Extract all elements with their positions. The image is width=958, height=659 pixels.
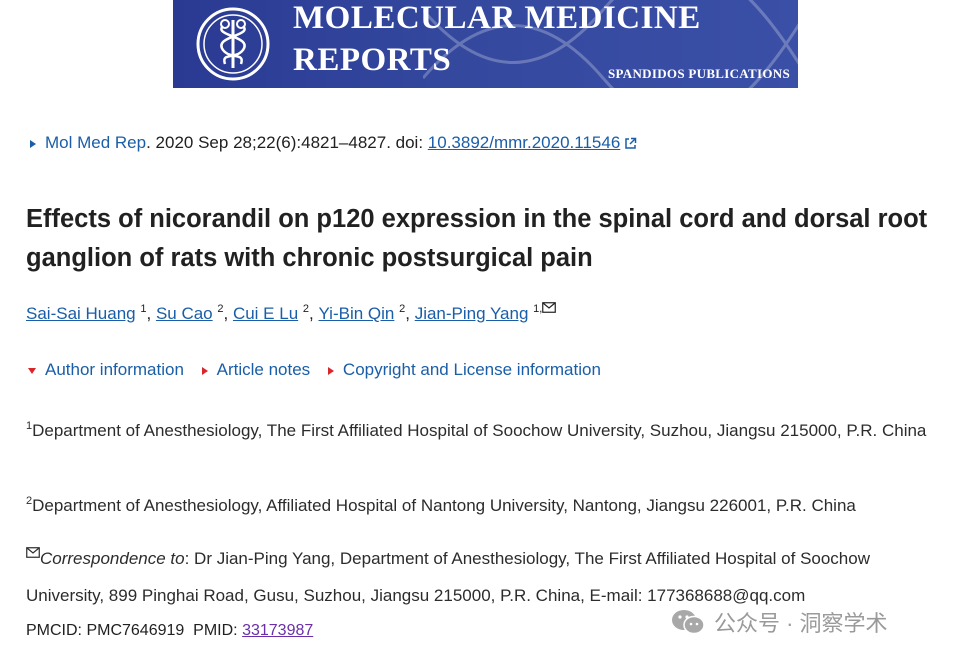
mail-icon[interactable]	[542, 302, 557, 313]
watermark: 公众号 · 洞察学术	[670, 606, 888, 638]
watermark-text: 公众号 · 洞察学术	[714, 611, 888, 636]
affiliation-sup: 2	[26, 495, 33, 507]
journal-link[interactable]: Mol Med Rep	[45, 133, 147, 152]
article-title: Effects of nicorandil on p120 expression…	[26, 205, 928, 272]
wechat-icon	[672, 610, 705, 635]
caret-right-icon	[201, 366, 208, 375]
author-link[interactable]: Jian-Ping Yang	[414, 304, 529, 323]
author-link[interactable]: Sai-Sai Huang	[26, 304, 136, 323]
banner-title-line1: MOLECULAR MEDICINE	[293, 0, 701, 36]
author-information-toggle[interactable]: Author information	[28, 360, 184, 379]
affiliation-text: Department of Anesthesiology, The First …	[32, 421, 927, 440]
citation-line: Mol Med Rep. 2020 Sep 28;22(6):4821–4827…	[30, 133, 637, 153]
journal-banner[interactable]: MOLECULAR MEDICINE REPORTS SPANDIDOS PUB…	[173, 0, 798, 88]
expand-arrow-icon[interactable]	[30, 139, 36, 148]
correspondence-text: : Dr Jian-Ping Yang, Department of Anest…	[26, 549, 870, 605]
doi-link[interactable]: 10.3892/mmr.2020.11546	[427, 133, 621, 152]
affiliation-2: 2Department of Anesthesiology, Affiliate…	[26, 483, 946, 524]
author-affiliation-sup: 2	[302, 303, 310, 315]
article-info-toggles: Author information Article notes Copyrig…	[28, 360, 614, 380]
pmid-link[interactable]: 33173987	[242, 622, 314, 639]
author-link[interactable]: Yi-Bin Qin	[318, 304, 395, 323]
author-affiliation-sup: 1	[140, 303, 147, 315]
caret-right-icon	[327, 366, 334, 375]
author-link[interactable]: Su Cao	[155, 304, 213, 323]
external-link-icon[interactable]	[624, 137, 637, 150]
dna-helix-decoration	[423, 0, 798, 88]
caret-down-icon	[28, 367, 36, 374]
author-affiliation-sup: 2	[217, 303, 224, 315]
author-information-label[interactable]: Author information	[45, 360, 184, 379]
author-list: Sai-Sai Huang 1, Su Cao 2, Cui E Lu 2, Y…	[26, 302, 557, 324]
author-affiliation-sup: 1,	[533, 303, 543, 315]
copyright-label[interactable]: Copyright and License information	[342, 360, 601, 379]
mail-icon	[26, 547, 40, 558]
article-ids: PMCID: PMC7646919 PMID: 33173987	[26, 622, 313, 640]
citation-text: . 2020 Sep 28;22(6):4821–4827. doi:	[146, 133, 428, 152]
copyright-toggle[interactable]: Copyright and License information	[327, 360, 601, 379]
article-notes-label[interactable]: Article notes	[216, 360, 311, 379]
affiliation-1: 1Department of Anesthesiology, The First…	[26, 408, 946, 449]
banner-publisher: SPANDIDOS PUBLICATIONS	[607, 66, 790, 81]
affiliation-text: Department of Anesthesiology, Affiliated…	[32, 496, 856, 515]
author-link[interactable]: Cui E Lu	[232, 304, 299, 323]
author-affiliation-sup: 2	[399, 303, 406, 315]
article-notes-toggle[interactable]: Article notes	[201, 360, 311, 379]
journal-seal-icon	[196, 7, 270, 81]
banner-title-line2: REPORTS	[293, 42, 452, 78]
affiliation-sup: 1	[26, 420, 33, 432]
correspondence-label: Correspondence to	[40, 549, 185, 568]
correspondence: Correspondence to: Dr Jian-Ping Yang, De…	[26, 540, 946, 614]
pmcid-text: PMCID: PMC7646919 PMID:	[26, 622, 243, 639]
